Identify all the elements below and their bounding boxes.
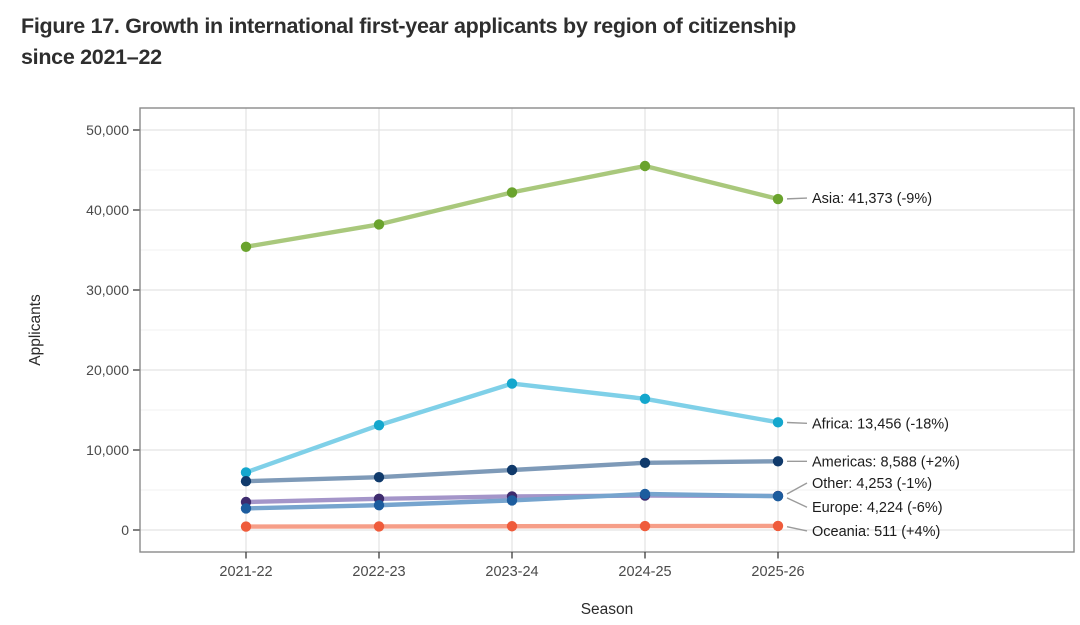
series-point-americas-2024-25 — [639, 457, 651, 468]
y-tick-label: 20,000 — [86, 362, 129, 378]
panel-border — [139, 107, 1075, 553]
leader-line-asia — [786, 197, 808, 200]
series-point-americas-2023-24 — [506, 464, 518, 476]
series-point-americas-2025-26 — [772, 456, 784, 467]
y-axis-title: Applicants — [27, 294, 44, 366]
y-tick-label: 40,000 — [86, 202, 129, 218]
x-tick-label: 2023-24 — [485, 564, 538, 580]
end-label-other: Other: 4,253 (-1%) — [812, 476, 932, 492]
leader-line-oceania — [786, 525, 808, 532]
series-point-europe-2024-25 — [639, 488, 651, 500]
series-point-europe-2023-24 — [506, 495, 518, 506]
y-tick-label: 50,000 — [86, 122, 129, 138]
series-point-europe-2025-26 — [772, 491, 784, 502]
series-point-europe-2021-22 — [240, 503, 252, 514]
series-point-europe-2022-23 — [373, 500, 385, 511]
end-label-asia: Asia: 41,373 (-9%) — [812, 191, 932, 207]
series-point-africa-2024-25 — [639, 393, 651, 404]
series-point-oceania-2021-22 — [240, 521, 252, 532]
series-point-asia-2024-25 — [639, 160, 651, 172]
series-point-oceania-2025-26 — [772, 520, 784, 532]
figure-title-line1: Figure 17. Growth in international first… — [21, 14, 796, 38]
end-label-africa: Africa: 13,456 (-18%) — [812, 416, 949, 432]
leader-line-europe — [786, 497, 808, 508]
y-tick-label: 10,000 — [86, 442, 129, 458]
end-label-americas: Americas: 8,588 (+2%) — [812, 454, 960, 470]
end-label-europe: Europe: 4,224 (-6%) — [812, 500, 943, 516]
series-point-africa-2022-23 — [373, 420, 385, 431]
x-tick-label: 2021-22 — [219, 564, 272, 580]
end-label-oceania: Oceania: 511 (+4%) — [812, 524, 940, 540]
x-axis-title: Season — [581, 601, 634, 618]
series-point-americas-2021-22 — [240, 476, 252, 487]
figure-title: Figure 17. Growth in international first… — [21, 11, 796, 73]
y-tick-label: 0 — [121, 522, 129, 538]
series-point-africa-2025-26 — [772, 417, 784, 428]
series-point-oceania-2024-25 — [639, 520, 651, 532]
leader-line-africa — [786, 421, 808, 425]
series-point-americas-2022-23 — [373, 472, 385, 483]
series-point-oceania-2022-23 — [373, 521, 385, 532]
y-tick-label: 30,000 — [86, 282, 129, 298]
x-tick-label: 2022-23 — [352, 564, 405, 580]
series-point-africa-2021-22 — [240, 467, 252, 478]
series-point-asia-2021-22 — [240, 241, 252, 252]
figure-title-line2: since 2021–22 — [21, 45, 162, 69]
series-point-oceania-2023-24 — [506, 521, 518, 532]
series-point-asia-2025-26 — [772, 193, 784, 205]
series-point-asia-2023-24 — [506, 187, 518, 198]
x-tick-label: 2024-25 — [618, 564, 671, 580]
series-point-africa-2023-24 — [506, 378, 518, 389]
leader-line-other — [786, 482, 808, 495]
x-tick-label: 2025-26 — [751, 564, 804, 580]
series-point-asia-2022-23 — [373, 219, 385, 230]
